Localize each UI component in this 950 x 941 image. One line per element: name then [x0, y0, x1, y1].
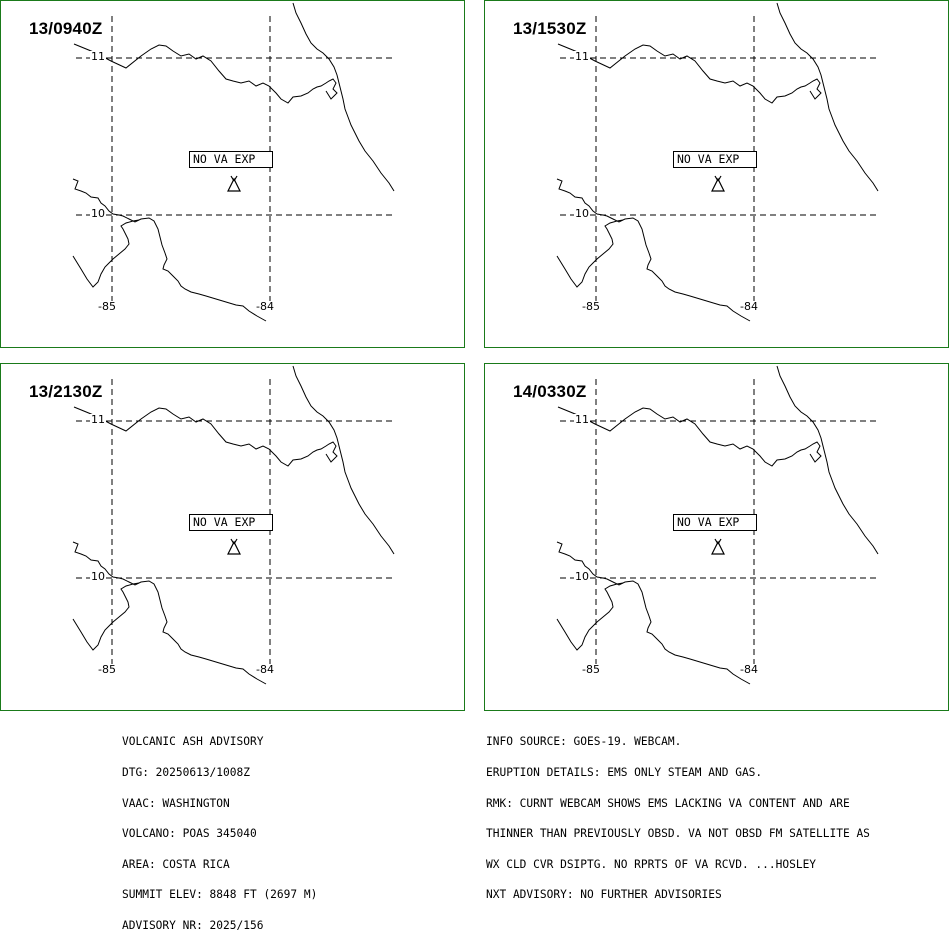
lon-label-west: -85 [581, 300, 601, 313]
va-status-box: NO VA EXP [673, 151, 757, 168]
advisory-line: AREA: COSTA RICA [122, 857, 230, 871]
va-status-box: NO VA EXP [189, 514, 273, 531]
advisory-line: ADVISORY NR: 2025/156 [122, 918, 264, 932]
lat-label-south: 10 [90, 207, 106, 220]
advisory-line: ERUPTION DETAILS: EMS ONLY STEAM AND GAS… [486, 766, 763, 779]
map-panel-2: 13/1530Z NO VA EXP 11 10 -85 -84 [484, 0, 949, 348]
advisory-line: NXT ADVISORY: NO FURTHER ADVISORIES [486, 888, 722, 902]
coastline [72, 365, 395, 685]
advisory-line: RMK: CURNT WEBCAM SHOWS EMS LACKING VA C… [486, 796, 850, 810]
va-status-box: NO VA EXP [673, 514, 757, 531]
advisory-line: WX CLD CVR DSIPTG. NO RPRTS OF VA RCVD. … [486, 857, 817, 871]
advisory-line: INFO SOURCE: GOES-19. WEBCAM. [486, 735, 682, 749]
va-status-box: NO VA EXP [189, 151, 273, 168]
lat-label-south: 10 [574, 570, 590, 583]
map-panel-3: 13/2130Z NO VA EXP 11 10 -85 -84 [0, 363, 465, 711]
lat-label-north: 11 [574, 413, 590, 426]
panel-time: 13/1530Z [513, 19, 587, 38]
lon-label-east: -84 [255, 300, 275, 313]
panel-time: 14/0330Z [513, 382, 587, 401]
lat-label-north: 11 [574, 50, 590, 63]
advisory-line: DTG: 20250613/1008Z [122, 766, 250, 779]
advisory-line: SUMMIT ELEV: 8848 FT (2697 M) [122, 888, 318, 902]
advisory-line: VAAC: WASHINGTON [122, 796, 230, 810]
map-panel-4: 14/0330Z NO VA EXP 11 10 -85 -84 [484, 363, 949, 711]
lat-label-north: 11 [90, 413, 106, 426]
map-panel-1: 13/0940Z NO VA EXP 11 10 -85 -84 [0, 0, 465, 348]
lat-label-south: 10 [574, 207, 590, 220]
lon-label-east: -84 [739, 663, 759, 676]
lon-label-west: -85 [97, 663, 117, 676]
lat-label-south: 10 [90, 570, 106, 583]
volcano-icon [711, 538, 725, 555]
advisory-line: VOLCANIC ASH ADVISORY [122, 735, 264, 749]
coastline [556, 365, 879, 685]
coastline [556, 2, 879, 322]
lon-label-east: -84 [255, 663, 275, 676]
volcano-icon [227, 538, 241, 555]
advisory-header-block: VOLCANIC ASH ADVISORY DTG: 20250613/1008… [122, 717, 317, 941]
lon-label-west: -85 [97, 300, 117, 313]
panel-time: 13/0940Z [29, 19, 103, 38]
advisory-details-block: INFO SOURCE: GOES-19. WEBCAM. ERUPTION D… [486, 717, 870, 911]
map-graphic [72, 365, 396, 685]
advisory-line: THINNER THAN PREVIOUSLY OBSD. VA NOT OBS… [486, 827, 870, 841]
volcano-icon [227, 175, 241, 192]
coastline [72, 2, 395, 322]
map-graphic [556, 2, 880, 322]
advisory-line: VOLCANO: POAS 345040 [122, 827, 257, 841]
map-graphic [72, 2, 396, 322]
lon-label-east: -84 [739, 300, 759, 313]
lon-label-west: -85 [581, 663, 601, 676]
lat-label-north: 11 [90, 50, 106, 63]
volcano-icon [711, 175, 725, 192]
panel-time: 13/2130Z [29, 382, 103, 401]
map-graphic [556, 365, 880, 685]
